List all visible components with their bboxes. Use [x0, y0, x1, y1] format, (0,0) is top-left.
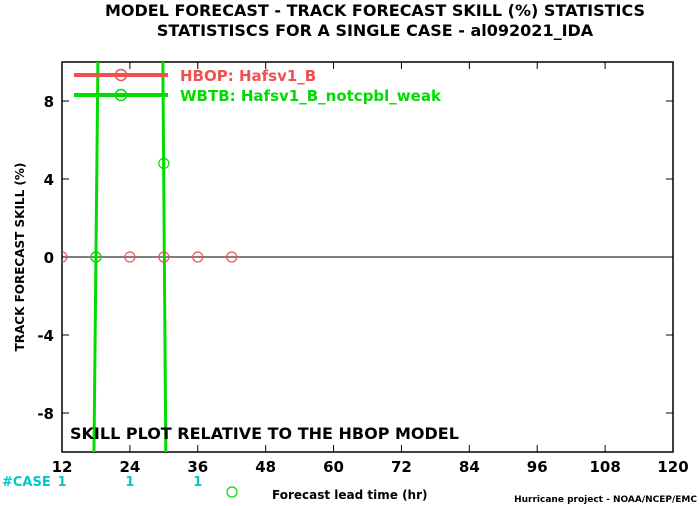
- plot-area: [61, 61, 674, 453]
- legend-label: WBTB: Hafsv1_B_notcpbl_weak: [180, 87, 442, 105]
- chart-subtitle: STATISTISCS FOR A SINGLE CASE - al092021…: [157, 21, 594, 40]
- series-point-wbtb: [90, 251, 102, 263]
- series-point-wbtb: [158, 157, 170, 169]
- case-counts: 1 1 1: [57, 475, 202, 490]
- x-tick-label: 120: [657, 458, 688, 476]
- series-point-hbop: [226, 251, 238, 263]
- y-axis-label: TRACK FORECAST SKILL (%): [13, 163, 27, 352]
- xlabel-marker: [226, 486, 238, 498]
- y-tick-label: -8: [37, 405, 54, 423]
- series-layer: [62, 62, 238, 452]
- x-tick-label: 12: [52, 458, 73, 476]
- y-tick-label: 8: [44, 93, 54, 111]
- y-tick-label: -4: [37, 327, 54, 345]
- x-tick-label: 72: [391, 458, 412, 476]
- y-tick-label: 4: [44, 171, 54, 189]
- series-point-hbop: [158, 251, 170, 263]
- case-count: 1: [125, 475, 134, 490]
- chart-title: MODEL FORECAST - TRACK FORECAST SKILL (%…: [105, 1, 645, 20]
- legend-label: HBOP: Hafsv1_B: [180, 67, 316, 85]
- skill-annotation: SKILL PLOT RELATIVE TO THE HBOP MODEL: [70, 424, 459, 443]
- case-count: 1: [193, 475, 202, 490]
- series-point-hbop: [124, 251, 136, 263]
- x-tick-label: 48: [255, 458, 276, 476]
- y-tick-marks: [62, 100, 673, 414]
- series-line-wbtb: [161, 62, 168, 452]
- case-count: 1: [57, 475, 66, 490]
- x-tick-label: 108: [589, 458, 620, 476]
- series-point-hbop: [62, 251, 68, 263]
- x-tick-label: 36: [187, 458, 208, 476]
- series-line-wbtb: [92, 62, 100, 452]
- y-tick-label: 0: [44, 249, 54, 267]
- x-tick-label: 24: [119, 458, 140, 476]
- credit-text: Hurricane project - NOAA/NCEP/EMC: [514, 495, 697, 505]
- x-tick-marks: [61, 62, 674, 452]
- x-tick-label: 84: [459, 458, 480, 476]
- x-tick-labels: 12 24 36 48 60 72 84 96 108 120: [52, 458, 689, 476]
- series-point-hbop: [192, 251, 204, 263]
- legend-marker: [114, 68, 128, 82]
- case-label: #CASE: [2, 475, 51, 490]
- x-axis-label: Forecast lead time (hr): [272, 488, 428, 502]
- x-tick-label: 96: [527, 458, 548, 476]
- legend-marker: [114, 88, 128, 102]
- x-tick-label: 60: [323, 458, 344, 476]
- y-tick-labels: -8 -4 0 4 8: [37, 93, 54, 423]
- legend: HBOP: Hafsv1_B WBTB: Hafsv1_B_notcpbl_wea…: [74, 67, 442, 105]
